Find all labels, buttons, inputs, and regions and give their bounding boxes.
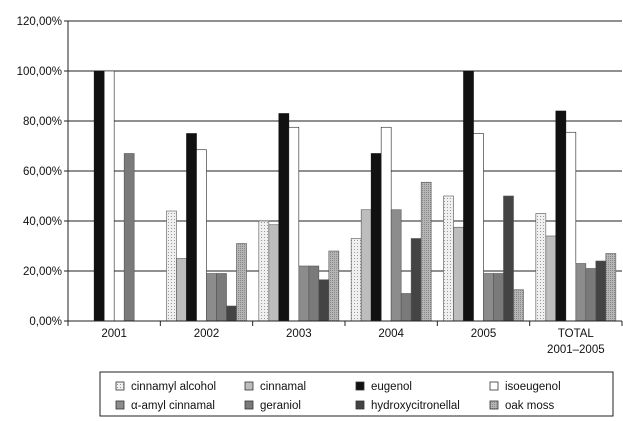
bar-0-3 <box>350 238 362 322</box>
legend-swatch <box>355 381 365 391</box>
bar-2-4 <box>463 70 474 322</box>
y-tick-label: 60,00% <box>23 166 62 178</box>
bar-2-1 <box>186 133 197 322</box>
bar-3-3 <box>380 126 392 322</box>
bar-1-1 <box>176 258 187 322</box>
x-tick-label: 2001–2005 <box>547 344 605 356</box>
legend-label: α-amyl cinnamal <box>131 400 215 412</box>
bar-7-4 <box>513 289 524 322</box>
bar-3-1 <box>196 149 207 322</box>
bar-6-2 <box>318 279 330 322</box>
gridlines <box>68 20 622 272</box>
bar-4-4 <box>483 273 494 322</box>
y-tick-label: 0,00% <box>29 316 62 328</box>
bar-5-5 <box>585 268 597 322</box>
y-tick-label: 120,00% <box>17 16 62 28</box>
y-tick-label: 40,00% <box>23 216 62 228</box>
legend-label: geraniol <box>260 400 301 412</box>
bar-1-4 <box>453 226 464 322</box>
legend-swatch <box>115 381 125 391</box>
bar-3-4 <box>473 133 484 322</box>
y-tick-label: 20,00% <box>23 266 62 278</box>
x-tick-label: 2002 <box>194 328 220 340</box>
bar-7-5 <box>605 253 617 322</box>
bar-5-0 <box>123 153 135 322</box>
legend-swatch <box>244 381 254 391</box>
legend-swatch <box>244 400 254 410</box>
bar-3-2 <box>288 126 300 322</box>
bar-6-1 <box>226 305 237 322</box>
legend: cinnamyl alcohol cinnamal eugenol isoeugeno… <box>99 371 614 417</box>
y-axis-ticks: 0,00% 20,00% 40,00% 60,00% 80,00% 100,00% 120,… <box>17 16 68 328</box>
x-tick-label: TOTAL <box>558 328 595 340</box>
x-tick-label: 2001 <box>101 328 127 340</box>
bar-4-1 <box>206 273 217 322</box>
bar-1-3 <box>360 209 372 322</box>
legend-swatch <box>355 400 365 410</box>
legend-label: hydroxycitronellal <box>371 400 460 412</box>
legend-swatch <box>115 400 125 410</box>
y-tick-label: 80,00% <box>23 116 62 128</box>
bar-0-4 <box>443 195 454 322</box>
bar-6-5 <box>595 260 607 322</box>
bar-7-2 <box>328 250 340 322</box>
legend-label: oak moss <box>505 400 554 412</box>
legend-label: eugenol <box>371 381 412 393</box>
bar-2-0 <box>93 70 105 322</box>
bar-4-5 <box>575 263 587 322</box>
legend-swatch <box>489 400 499 410</box>
bar-3-0 <box>103 70 115 322</box>
x-tick-label: 2003 <box>286 328 312 340</box>
bar-0-1 <box>166 210 177 322</box>
bar-0-2 <box>258 220 270 322</box>
bar-7-3 <box>420 181 432 322</box>
x-axis-ticks: 2001 2002 2003 2004 2005 TOTAL 2001–2005 <box>67 321 623 356</box>
bar-6-4 <box>503 195 514 322</box>
bar-0-5 <box>535 213 547 322</box>
bar-2-2 <box>278 113 290 322</box>
legend-label: cinnamal <box>260 381 306 393</box>
legend-swatch <box>489 381 499 391</box>
bar-2-5 <box>555 110 567 322</box>
bar-5-4 <box>493 273 504 322</box>
bars <box>93 70 617 322</box>
bar-3-5 <box>565 131 577 322</box>
bar-5-2 <box>308 265 320 322</box>
x-tick-label: 2005 <box>471 328 497 340</box>
x-tick-label: 2004 <box>378 328 404 340</box>
bar-1-5 <box>545 235 557 322</box>
bar-4-3 <box>390 209 402 322</box>
bar-6-3 <box>410 238 422 322</box>
legend-label: isoeugenol <box>505 381 561 393</box>
bar-1-2 <box>268 224 280 322</box>
bar-2-3 <box>370 153 382 322</box>
bar-5-1 <box>216 273 227 322</box>
bar-7-1 <box>236 243 247 322</box>
legend-label: cinnamyl alcohol <box>131 381 216 393</box>
bar-5-3 <box>400 293 412 322</box>
bar-4-2 <box>298 265 310 322</box>
y-tick-label: 100,00% <box>17 66 62 78</box>
